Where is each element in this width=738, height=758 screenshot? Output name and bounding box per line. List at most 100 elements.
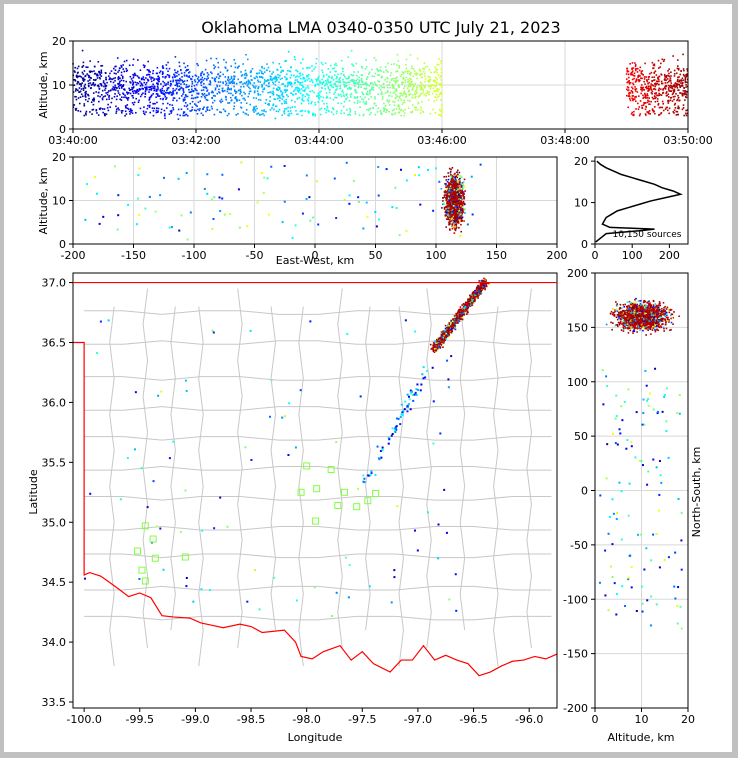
vhf-source-point bbox=[315, 83, 317, 86]
vhf-source-point bbox=[402, 110, 405, 112]
vhf-source-point bbox=[628, 80, 630, 82]
vhf-source-point bbox=[456, 205, 458, 208]
vhf-source-point bbox=[146, 506, 149, 509]
vhf-source-point bbox=[166, 88, 169, 90]
vhf-source-point bbox=[234, 97, 236, 99]
vhf-source-point bbox=[335, 112, 338, 115]
vhf-source-point bbox=[252, 109, 255, 112]
vhf-source-point bbox=[95, 352, 98, 355]
vhf-source-point bbox=[361, 91, 364, 94]
vhf-source-point bbox=[632, 95, 634, 97]
vhf-source-point bbox=[211, 227, 214, 230]
vhf-source-point bbox=[330, 84, 333, 86]
vhf-source-point bbox=[105, 92, 107, 94]
vhf-source-point bbox=[84, 218, 87, 221]
vhf-source-point bbox=[441, 203, 444, 206]
vhf-source-point bbox=[456, 171, 458, 173]
vhf-source-point bbox=[132, 86, 135, 88]
vhf-source-point bbox=[196, 62, 198, 65]
vhf-source-point bbox=[414, 82, 417, 85]
vhf-source-point bbox=[658, 80, 660, 83]
vhf-source-point bbox=[240, 107, 243, 109]
vhf-source-point bbox=[206, 89, 209, 91]
vhf-source-point bbox=[449, 220, 452, 223]
vhf-source-point bbox=[205, 78, 208, 80]
vhf-source-point bbox=[448, 206, 451, 209]
vhf-source-point bbox=[249, 87, 251, 90]
vhf-source-point bbox=[334, 82, 337, 85]
vhf-source-point bbox=[649, 103, 651, 106]
county-line bbox=[170, 306, 176, 631]
vhf-source-point bbox=[307, 73, 310, 76]
vhf-source-point bbox=[386, 86, 389, 89]
vhf-source-point bbox=[419, 85, 421, 88]
vhf-source-point bbox=[654, 70, 657, 73]
vhf-source-point bbox=[364, 96, 367, 99]
vhf-source-point bbox=[182, 98, 185, 101]
vhf-source-point bbox=[634, 90, 637, 92]
vhf-source-point bbox=[453, 232, 456, 234]
vhf-source-point bbox=[267, 85, 270, 88]
vhf-source-point bbox=[398, 83, 400, 86]
vhf-source-point bbox=[133, 72, 136, 75]
vhf-source-point bbox=[84, 95, 87, 97]
vhf-source-point bbox=[333, 74, 336, 76]
vhf-source-point bbox=[320, 90, 323, 93]
vhf-source-point bbox=[143, 106, 145, 108]
vhf-source-point bbox=[308, 67, 311, 69]
vhf-source-point bbox=[453, 188, 456, 191]
vhf-source-point bbox=[83, 70, 86, 72]
vhf-source-point bbox=[214, 66, 217, 68]
vhf-source-point bbox=[662, 109, 665, 112]
vhf-source-point bbox=[186, 95, 189, 98]
vhf-source-point bbox=[451, 189, 453, 192]
vhf-source-point bbox=[637, 74, 640, 77]
vhf-source-point bbox=[246, 600, 249, 603]
vhf-source-point bbox=[445, 218, 448, 220]
vhf-source-point bbox=[358, 83, 360, 86]
vhf-source-point bbox=[409, 84, 412, 87]
vhf-source-point bbox=[403, 87, 405, 90]
vhf-source-point bbox=[642, 86, 644, 89]
vhf-source-point bbox=[305, 174, 308, 177]
vhf-source-point bbox=[160, 83, 162, 85]
vhf-source-point bbox=[118, 82, 121, 84]
vhf-source-point bbox=[191, 90, 194, 92]
vhf-source-point bbox=[424, 376, 427, 379]
vhf-source-point bbox=[108, 78, 111, 81]
vhf-source-point bbox=[87, 100, 89, 103]
vhf-source-point bbox=[200, 74, 202, 77]
vhf-source-point bbox=[225, 98, 228, 101]
vhf-source-point bbox=[299, 110, 302, 113]
vhf-source-point bbox=[223, 89, 226, 92]
vhf-source-point bbox=[460, 204, 462, 206]
county-line bbox=[84, 525, 552, 531]
vhf-source-point bbox=[179, 531, 182, 534]
vhf-source-point bbox=[336, 88, 338, 90]
vhf-source-point bbox=[447, 386, 450, 389]
vhf-source-point bbox=[136, 91, 138, 94]
vhf-source-point bbox=[158, 76, 160, 79]
vhf-source-point bbox=[377, 457, 380, 460]
vhf-source-point bbox=[396, 79, 398, 82]
vhf-source-point bbox=[350, 49, 353, 52]
vhf-source-point bbox=[311, 101, 313, 103]
vhf-source-point bbox=[289, 76, 292, 79]
vhf-source-point bbox=[161, 71, 164, 73]
vhf-source-point bbox=[289, 70, 292, 73]
vhf-source-point bbox=[75, 98, 78, 101]
vhf-source-point bbox=[361, 81, 364, 83]
vhf-source-point bbox=[653, 97, 656, 100]
vhf-source-point bbox=[293, 56, 296, 58]
vhf-source-point bbox=[416, 549, 419, 552]
vhf-source-point bbox=[301, 95, 304, 97]
vhf-source-point bbox=[682, 68, 685, 70]
vhf-source-point bbox=[102, 95, 105, 98]
vhf-source-point bbox=[629, 99, 632, 102]
vhf-source-point bbox=[416, 77, 418, 80]
vhf-source-point bbox=[349, 109, 352, 112]
vhf-source-point bbox=[641, 88, 644, 90]
vhf-source-point bbox=[414, 73, 416, 75]
vhf-source-point bbox=[121, 96, 123, 99]
vhf-source-point bbox=[448, 223, 450, 226]
